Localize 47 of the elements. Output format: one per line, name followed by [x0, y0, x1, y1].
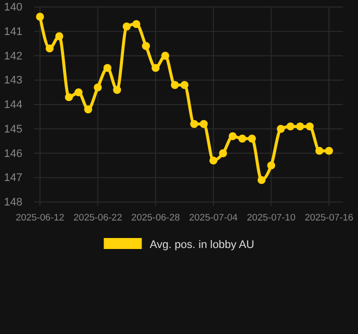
point [315, 146, 324, 155]
x-tick-label: 2025-06-12 [16, 212, 64, 224]
point [74, 88, 83, 96]
point [286, 122, 294, 130]
point [267, 161, 276, 170]
x-tick-label: 2025-07-10 [246, 212, 296, 224]
y-tick-label: 141 [4, 26, 22, 38]
point [55, 32, 64, 40]
point [94, 83, 102, 92]
point [200, 120, 208, 128]
x-tick-label: 2025-07-04 [189, 212, 238, 224]
x-tick-label: 2025-06-22 [73, 212, 122, 224]
point [180, 81, 188, 89]
y-tick-label: 142 [4, 50, 22, 62]
point [228, 132, 237, 140]
x-tick-label: 2025-06-28 [131, 212, 180, 224]
point [36, 12, 44, 21]
point [161, 52, 170, 60]
y-tick-label: 148 [4, 196, 22, 209]
x-tick-label: 2025-07-16 [304, 212, 354, 224]
point [64, 93, 73, 102]
y-tick-label: 146 [4, 148, 22, 160]
point [238, 134, 246, 143]
point [113, 86, 122, 94]
point [219, 149, 228, 158]
point [103, 64, 112, 72]
point [209, 156, 218, 165]
point [306, 122, 314, 130]
y-tick-label: 140 [4, 2, 22, 14]
y-tick-label: 144 [4, 99, 22, 112]
point [170, 81, 179, 89]
point [152, 64, 160, 72]
y-tick-label: 147 [4, 172, 22, 184]
point [258, 176, 266, 184]
point [46, 44, 54, 52]
point [142, 42, 150, 50]
legend-label: Avg. pos. in lobby AU [150, 239, 254, 251]
point [248, 134, 256, 143]
point [190, 120, 198, 128]
point [325, 146, 333, 155]
point [296, 122, 304, 130]
point [276, 124, 285, 133]
y-tick-label: 145 [4, 123, 22, 136]
point [122, 22, 131, 30]
y-tick-label: 143 [4, 74, 22, 87]
point [132, 20, 140, 28]
point [84, 105, 92, 114]
